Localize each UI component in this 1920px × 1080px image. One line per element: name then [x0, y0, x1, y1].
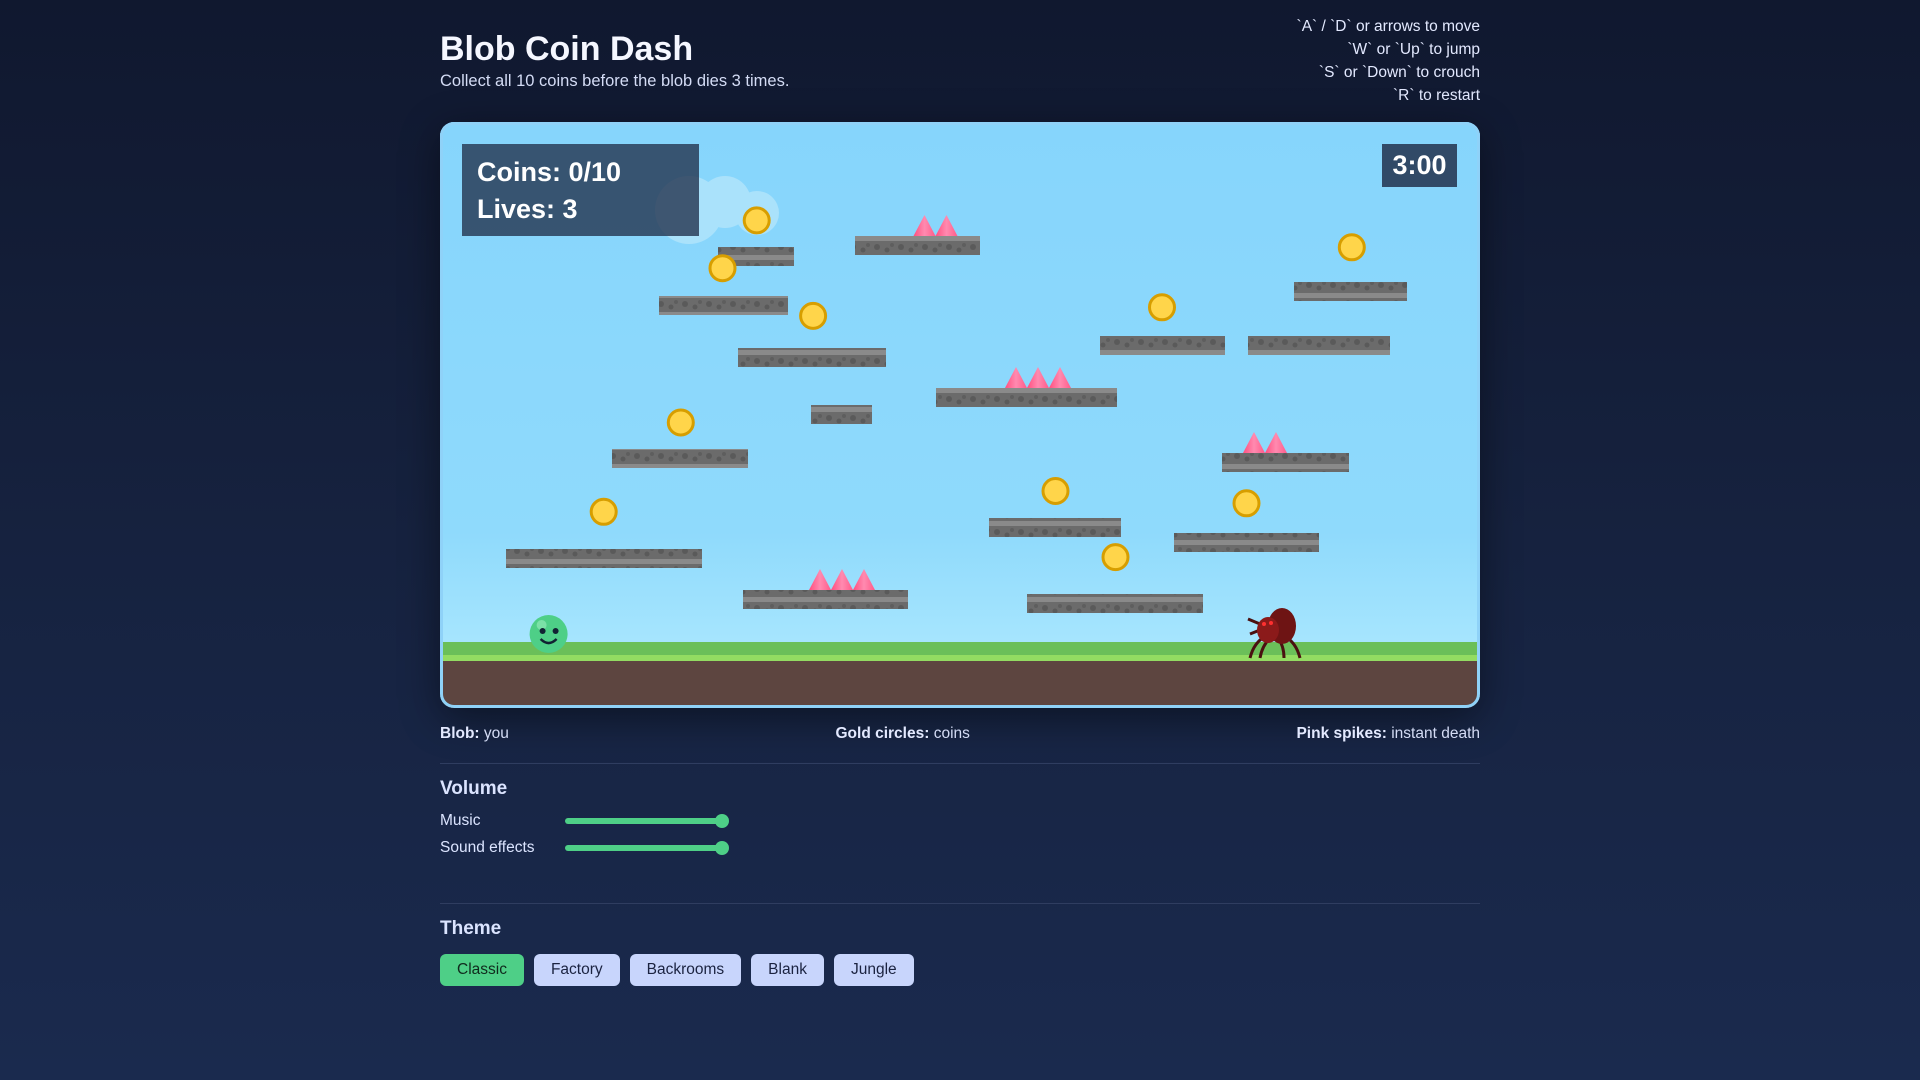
coin — [1148, 293, 1176, 322]
platform — [989, 518, 1121, 537]
spike — [1049, 367, 1071, 388]
legend-blob: Blob: you — [440, 725, 509, 742]
coin — [1232, 489, 1261, 518]
divider — [440, 763, 1480, 764]
control-jump: `W` or `Up` to jump — [1347, 41, 1480, 58]
timer: 3:00 — [1382, 144, 1457, 187]
legend-spikes: Pink spikes: instant death — [1296, 725, 1480, 742]
platform — [1294, 282, 1407, 301]
spider-enemy — [1247, 608, 1302, 659]
slider-thumb[interactable] — [715, 814, 729, 828]
spike — [831, 569, 853, 590]
platform — [612, 449, 748, 468]
theme-options: Classic Factory Backrooms Blank Jungle — [440, 954, 914, 986]
coin — [799, 301, 828, 330]
sfx-label: Sound effects — [440, 839, 535, 856]
control-restart: `R` to restart — [1393, 87, 1480, 104]
platform — [659, 296, 788, 315]
coin — [666, 408, 695, 437]
platform — [1248, 336, 1390, 355]
hud-panel: Coins: 0/10 Lives: 3 — [462, 144, 699, 236]
coin — [742, 206, 771, 235]
platform — [1100, 336, 1225, 355]
coin — [1101, 543, 1130, 572]
lives-counter: Lives: 3 — [477, 194, 578, 224]
platform — [855, 236, 980, 255]
theme-blank-button[interactable]: Blank — [751, 954, 824, 986]
coin — [589, 497, 618, 526]
blob-player — [529, 615, 568, 653]
coin — [1337, 233, 1366, 262]
platform — [506, 549, 702, 568]
spike — [913, 215, 936, 236]
control-crouch: `S` or `Down` to crouch — [1318, 64, 1480, 81]
controls-help: `A` / `D` or arrows to move `W` or `Up` … — [1297, 15, 1480, 107]
platform — [1174, 533, 1319, 552]
coin — [1041, 477, 1070, 505]
page-subtitle: Collect all 10 coins before the blob die… — [440, 72, 790, 90]
coin — [708, 254, 737, 283]
coins-counter: Coins: 0/10 — [477, 157, 622, 187]
spike — [935, 215, 958, 236]
theme-backrooms-button[interactable]: Backrooms — [629, 954, 742, 986]
divider — [440, 903, 1480, 904]
platform — [738, 348, 886, 367]
platform — [743, 590, 908, 609]
theme-title: Theme — [440, 918, 502, 939]
spike — [1265, 432, 1287, 453]
sfx-slider[interactable] — [565, 841, 729, 855]
platform — [718, 247, 794, 266]
spike — [809, 569, 831, 590]
platform — [936, 388, 1117, 407]
music-label: Music — [440, 812, 481, 829]
platform — [1222, 453, 1349, 472]
grass-edge — [440, 655, 1480, 661]
spike — [853, 569, 875, 590]
platform — [811, 405, 872, 424]
platform — [1027, 594, 1203, 613]
spike — [1027, 367, 1049, 388]
game-scene — [440, 122, 1480, 708]
game-canvas[interactable]: Coins: 0/10 Lives: 3 3:00 — [440, 122, 1480, 708]
legend: Blob: you Gold circles: coins Pink spike… — [440, 725, 1480, 743]
theme-factory-button[interactable]: Factory — [533, 954, 620, 986]
theme-classic-button[interactable]: Classic — [440, 954, 524, 986]
legend-coins: Gold circles: coins — [835, 725, 970, 742]
spike — [1005, 367, 1027, 388]
spike — [1243, 432, 1265, 453]
control-move: `A` / `D` or arrows to move — [1296, 18, 1480, 35]
grass — [440, 642, 1480, 656]
music-slider[interactable] — [565, 814, 729, 828]
theme-jungle-button[interactable]: Jungle — [833, 954, 914, 986]
slider-thumb[interactable] — [715, 841, 729, 855]
page-title: Blob Coin Dash — [440, 30, 694, 68]
volume-title: Volume — [440, 778, 508, 799]
dirt-ground — [440, 661, 1480, 708]
